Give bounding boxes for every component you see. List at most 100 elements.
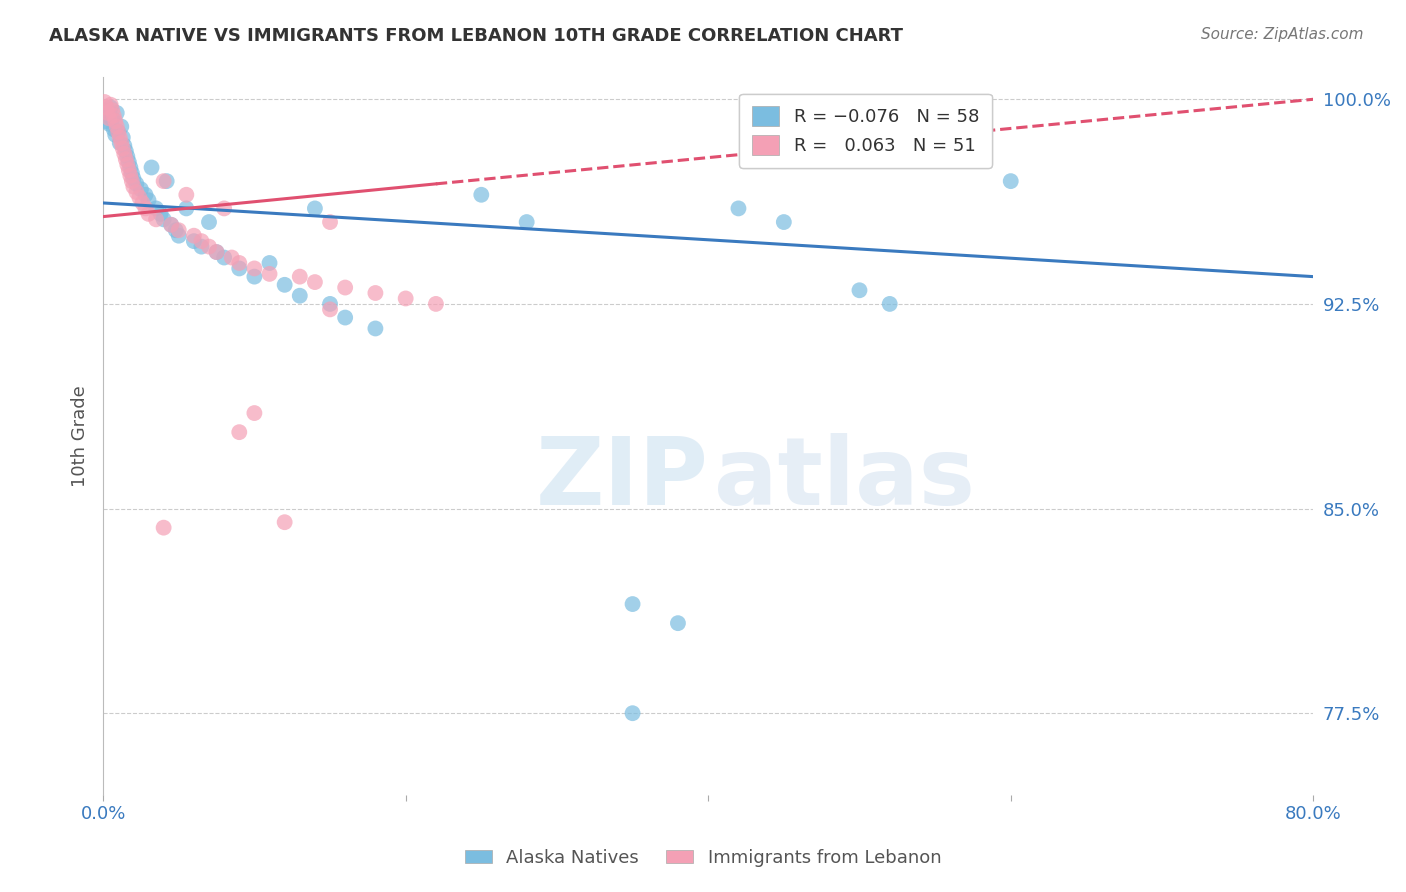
Point bbox=[122, 179, 145, 194]
Point bbox=[772, 215, 794, 229]
Point bbox=[167, 223, 190, 237]
Point bbox=[621, 597, 644, 611]
Text: atlas: atlas bbox=[714, 434, 976, 525]
Text: Source: ZipAtlas.com: Source: ZipAtlas.com bbox=[1201, 27, 1364, 42]
Point bbox=[333, 310, 356, 325]
Point bbox=[152, 521, 174, 535]
Point bbox=[198, 239, 221, 253]
Point bbox=[425, 297, 447, 311]
Point bbox=[243, 269, 266, 284]
Point bbox=[156, 174, 179, 188]
Legend: Alaska Natives, Immigrants from Lebanon: Alaska Natives, Immigrants from Lebanon bbox=[457, 842, 949, 874]
Point bbox=[879, 297, 901, 311]
Y-axis label: 10th Grade: 10th Grade bbox=[72, 385, 89, 487]
Point bbox=[97, 109, 120, 123]
Point bbox=[848, 283, 870, 297]
Point bbox=[190, 234, 212, 248]
Point bbox=[516, 215, 538, 229]
Point bbox=[125, 177, 148, 191]
Point bbox=[104, 128, 127, 142]
Point bbox=[98, 112, 121, 126]
Point bbox=[273, 277, 295, 292]
Point bbox=[107, 125, 129, 139]
Point bbox=[198, 215, 221, 229]
Point bbox=[160, 218, 183, 232]
Point bbox=[288, 289, 311, 303]
Point bbox=[112, 146, 135, 161]
Point bbox=[364, 321, 387, 335]
Point bbox=[93, 103, 115, 118]
Point bbox=[105, 120, 128, 134]
Point bbox=[304, 275, 326, 289]
Point bbox=[727, 202, 749, 216]
Point bbox=[152, 174, 174, 188]
Legend: R = −0.076   N = 58, R =   0.063   N = 51: R = −0.076 N = 58, R = 0.063 N = 51 bbox=[740, 94, 991, 168]
Point bbox=[108, 130, 131, 145]
Point bbox=[666, 616, 689, 631]
Point bbox=[97, 106, 120, 120]
Point bbox=[152, 212, 174, 227]
Point bbox=[149, 207, 172, 221]
Point bbox=[120, 169, 142, 183]
Point bbox=[145, 202, 167, 216]
Point bbox=[93, 95, 115, 109]
Point bbox=[117, 158, 139, 172]
Point bbox=[183, 228, 205, 243]
Point bbox=[118, 163, 141, 178]
Point bbox=[212, 251, 235, 265]
Point bbox=[120, 161, 142, 175]
Point bbox=[319, 215, 342, 229]
Point bbox=[100, 97, 122, 112]
Point bbox=[122, 171, 145, 186]
Point bbox=[103, 109, 125, 123]
Point bbox=[243, 406, 266, 420]
Point bbox=[101, 103, 124, 118]
Point bbox=[101, 112, 124, 126]
Point bbox=[319, 302, 342, 317]
Point bbox=[205, 245, 228, 260]
Point bbox=[96, 100, 118, 114]
Point bbox=[228, 256, 250, 270]
Point bbox=[228, 261, 250, 276]
Point bbox=[129, 182, 152, 196]
Point bbox=[333, 280, 356, 294]
Point bbox=[114, 153, 136, 167]
Point bbox=[167, 228, 190, 243]
Point bbox=[395, 292, 418, 306]
Point bbox=[111, 141, 134, 155]
Point bbox=[96, 114, 118, 128]
Text: ALASKA NATIVE VS IMMIGRANTS FROM LEBANON 10TH GRADE CORRELATION CHART: ALASKA NATIVE VS IMMIGRANTS FROM LEBANON… bbox=[49, 27, 903, 45]
Point bbox=[183, 234, 205, 248]
Point bbox=[205, 245, 228, 260]
Point bbox=[190, 239, 212, 253]
Point bbox=[121, 174, 143, 188]
Point bbox=[176, 187, 198, 202]
Point bbox=[107, 125, 129, 139]
Point bbox=[110, 120, 132, 134]
Point bbox=[1000, 174, 1022, 188]
Point bbox=[145, 212, 167, 227]
Point bbox=[259, 267, 281, 281]
Point bbox=[364, 285, 387, 300]
Text: ZIP: ZIP bbox=[536, 434, 709, 525]
Point bbox=[98, 117, 121, 131]
Point bbox=[110, 136, 132, 150]
Point bbox=[165, 223, 187, 237]
Point bbox=[134, 187, 156, 202]
Point bbox=[319, 297, 342, 311]
Point bbox=[111, 130, 134, 145]
Point bbox=[118, 155, 141, 169]
Point bbox=[138, 193, 160, 207]
Point bbox=[103, 122, 125, 136]
Point bbox=[470, 187, 492, 202]
Point bbox=[288, 269, 311, 284]
Point bbox=[141, 161, 163, 175]
Point bbox=[117, 150, 139, 164]
Point bbox=[259, 256, 281, 270]
Point bbox=[131, 196, 153, 211]
Point bbox=[104, 114, 127, 128]
Point bbox=[121, 166, 143, 180]
Point bbox=[228, 425, 250, 439]
Point bbox=[105, 106, 128, 120]
Point bbox=[304, 202, 326, 216]
